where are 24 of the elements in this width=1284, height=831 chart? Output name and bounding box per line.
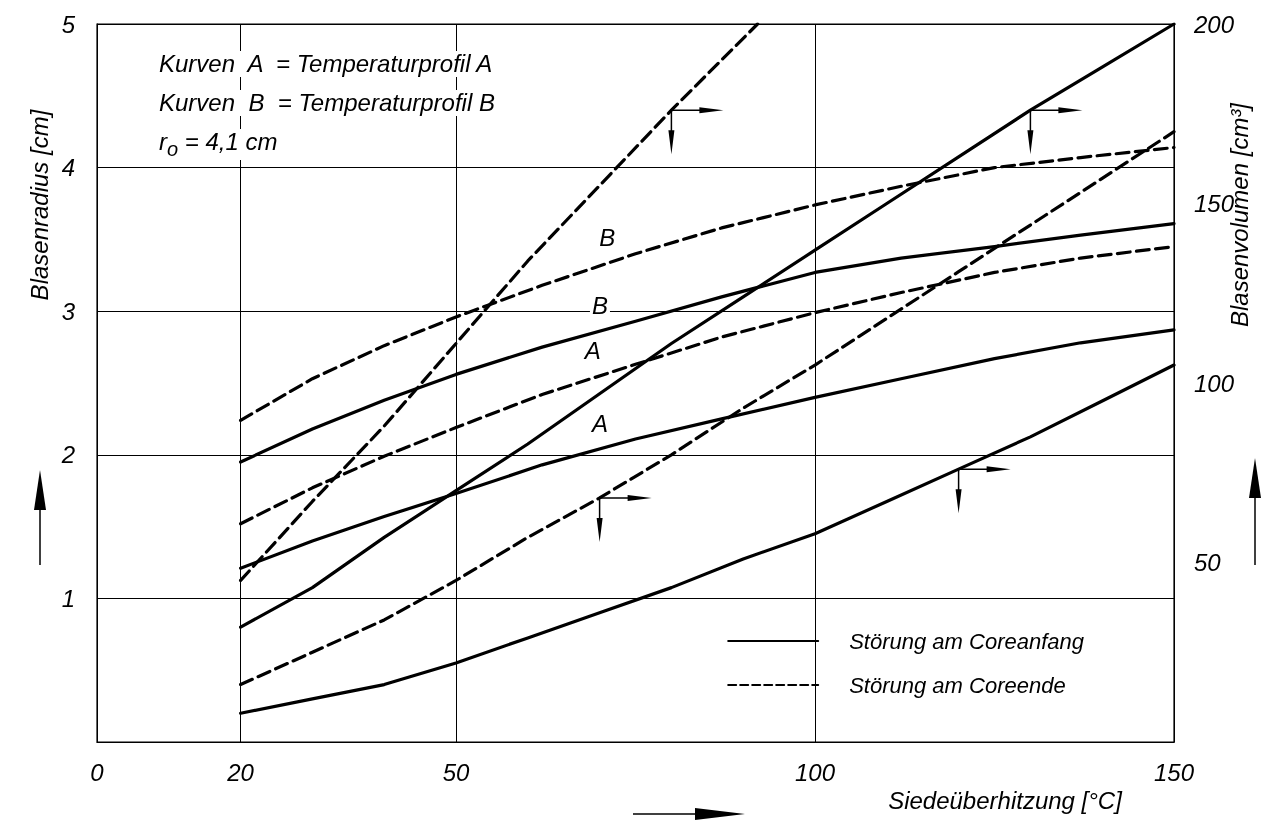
legend-label: Störung am Coreende bbox=[849, 672, 1066, 698]
annotation: Kurven A = Temperaturprofil A bbox=[157, 50, 495, 77]
x-tick-label: 0 bbox=[90, 758, 105, 786]
legend-label: Störung am Coreanfang bbox=[849, 628, 1085, 654]
y-tick-label: 5 bbox=[61, 10, 76, 38]
annotation: A bbox=[589, 410, 608, 438]
x-tick-label: 50 bbox=[442, 758, 470, 786]
annotation: Kurven B = Temperaturprofil B bbox=[157, 89, 497, 116]
y-tick-label: 1 bbox=[61, 584, 75, 612]
annotation: B bbox=[599, 223, 616, 251]
y-tick-label: 2 bbox=[60, 441, 75, 469]
y-tick-label: 3 bbox=[61, 297, 76, 325]
y-tick-label: 4 bbox=[61, 154, 75, 182]
x-axis-title: Siedeüberhitzung [°C] bbox=[888, 787, 1122, 814]
x-tick-label: 100 bbox=[794, 758, 836, 786]
annotation: B bbox=[591, 292, 608, 320]
x-tick-label: 20 bbox=[226, 758, 255, 786]
annotation: r$_{o}$ = 4,1 cm bbox=[157, 128, 280, 160]
y-axis-title: Blasenradius [cm] bbox=[26, 109, 53, 301]
x-tick-label: 150 bbox=[1153, 758, 1195, 786]
y2-tick-label: 100 bbox=[1194, 369, 1235, 397]
y2-tick-label: 200 bbox=[1193, 10, 1235, 38]
y2-tick-label: 50 bbox=[1194, 549, 1222, 576]
annotation: A bbox=[582, 337, 601, 365]
